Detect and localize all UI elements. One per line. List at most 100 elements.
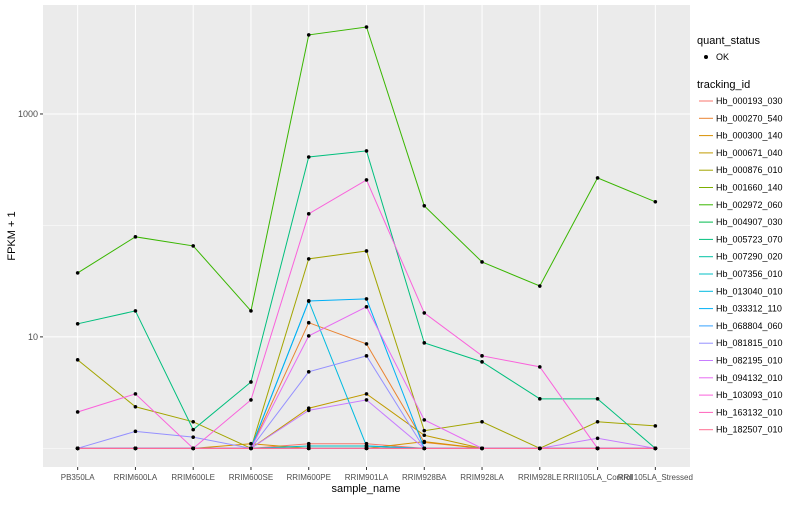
- data-point: [595, 420, 600, 424]
- data-point: [249, 446, 253, 451]
- data-point: [653, 424, 658, 428]
- legend-label: Hb_013040_010: [716, 286, 783, 296]
- data-point: [75, 446, 80, 451]
- data-point: [191, 435, 195, 439]
- data-point: [538, 365, 542, 369]
- legend-point-key: [704, 55, 708, 59]
- data-point: [306, 212, 311, 216]
- data-point: [538, 284, 542, 288]
- y-axis-title: FPKM + 1: [6, 211, 18, 260]
- data-point: [249, 398, 253, 402]
- legend-label: Hb_000671_040: [716, 148, 783, 158]
- legend-label: Hb_068804_060: [716, 321, 783, 331]
- data-point: [653, 446, 658, 451]
- legend-label: Hb_007290_020: [716, 252, 783, 262]
- legend-title: quant_status: [697, 35, 760, 47]
- data-point: [422, 428, 427, 433]
- data-point: [595, 176, 600, 180]
- x-tick-label: RRIM928LE: [518, 473, 562, 482]
- data-point: [75, 322, 80, 326]
- data-point: [306, 334, 311, 338]
- data-point: [364, 446, 369, 451]
- data-point: [75, 358, 80, 362]
- x-tick-label: PB350LA: [61, 473, 95, 482]
- x-tick-label: RRIM600LE: [171, 473, 215, 482]
- data-point: [306, 408, 311, 413]
- data-point: [364, 149, 369, 153]
- data-point: [191, 427, 195, 432]
- data-point: [249, 380, 253, 384]
- legend-label: Hb_002972_060: [716, 200, 783, 210]
- data-point: [480, 354, 484, 358]
- data-point: [306, 446, 311, 451]
- legend-label: Hb_000193_030: [716, 96, 783, 106]
- legend-label: Hb_033312_110: [716, 304, 782, 314]
- data-point: [364, 398, 369, 402]
- legend-label: Hb_103093_010: [716, 390, 783, 400]
- x-tick-label: RRIM600LA: [114, 473, 158, 482]
- legend-label: OK: [716, 52, 729, 62]
- legend-label: Hb_094132_010: [716, 373, 783, 383]
- legend-label: Hb_081815_010: [716, 338, 783, 348]
- data-point: [306, 33, 311, 37]
- data-point: [595, 446, 600, 451]
- data-point: [191, 420, 195, 424]
- data-point: [364, 178, 369, 182]
- data-point: [422, 433, 427, 438]
- data-point: [480, 420, 484, 424]
- data-point: [133, 446, 138, 451]
- data-point: [538, 446, 542, 451]
- data-point: [364, 25, 369, 29]
- data-point: [422, 418, 427, 422]
- data-point: [191, 446, 195, 451]
- data-point: [133, 404, 138, 409]
- x-tick-label: RRIM600PE: [286, 473, 330, 482]
- legend-label: Hb_000300_140: [716, 131, 783, 141]
- data-point: [306, 299, 311, 303]
- data-point: [306, 370, 311, 374]
- data-point: [422, 446, 427, 451]
- x-tick-label: RRIM901LA: [345, 473, 389, 482]
- data-point: [538, 397, 542, 401]
- data-point: [133, 392, 138, 396]
- data-point: [653, 199, 658, 204]
- data-point: [133, 235, 138, 239]
- legend-label: Hb_000876_010: [716, 165, 783, 175]
- data-point: [306, 320, 311, 325]
- data-point: [422, 311, 427, 315]
- x-tick-label: RRII105LA_Stressed: [618, 473, 693, 482]
- legend-label: Hb_082195_010: [716, 356, 783, 366]
- data-point: [133, 309, 138, 313]
- data-point: [364, 342, 369, 346]
- data-point: [595, 397, 600, 401]
- data-point: [249, 441, 253, 446]
- data-point: [249, 309, 253, 313]
- data-point: [364, 354, 369, 358]
- data-point: [364, 249, 369, 253]
- data-point: [75, 271, 80, 275]
- legend-title: tracking_id: [697, 79, 750, 91]
- legend-label: Hb_004907_030: [716, 217, 783, 227]
- data-point: [422, 341, 427, 345]
- y-tick-label: 1000: [18, 109, 38, 119]
- legend-label: Hb_163132_010: [716, 407, 783, 417]
- y-tick-label: 10: [28, 332, 38, 342]
- x-tick-label: RRIM928BA: [402, 473, 447, 482]
- legend-label: Hb_000270_540: [716, 113, 783, 123]
- data-point: [595, 436, 600, 441]
- legend-label: Hb_182507_010: [716, 425, 783, 435]
- data-point: [306, 257, 311, 261]
- legend-label: Hb_005723_070: [716, 234, 783, 244]
- legend-label: Hb_001660_140: [716, 183, 783, 193]
- data-point: [306, 155, 311, 159]
- data-point: [133, 429, 138, 434]
- data-point: [422, 439, 427, 444]
- data-point: [191, 244, 195, 248]
- data-point: [364, 305, 369, 309]
- data-point: [422, 203, 427, 208]
- data-point: [480, 260, 484, 264]
- x-tick-label: RRIM600SE: [229, 473, 273, 482]
- data-point: [364, 392, 369, 396]
- x-tick-label: RRII105LA_Control: [563, 473, 633, 482]
